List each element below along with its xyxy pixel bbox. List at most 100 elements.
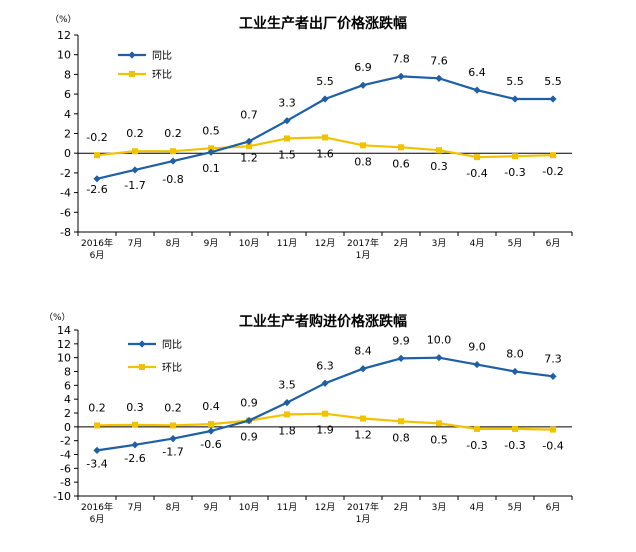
data-point (549, 95, 557, 103)
legend-label: 同比 (152, 50, 172, 62)
data-label: 0.3 (430, 160, 448, 173)
x-tick-label: 3月 (432, 238, 447, 249)
legend-marker (128, 51, 136, 59)
data-point (208, 145, 214, 152)
data-point (169, 157, 177, 165)
data-point (322, 134, 328, 141)
x-tick-label: 11月 (277, 238, 297, 249)
data-label: -0.2 (86, 131, 107, 144)
data-point (321, 95, 329, 103)
x-tick-label: 2017年 (347, 237, 379, 249)
x-tick-label: 6月 (90, 250, 105, 261)
x-tick-label: 7月 (128, 502, 143, 513)
y-tick-label: 2 (64, 128, 71, 141)
data-label: 9.9 (392, 334, 410, 347)
data-label: 1.2 (354, 429, 372, 442)
data-label: -2.6 (86, 183, 107, 196)
x-tick-label: 9月 (204, 238, 219, 249)
data-label: 10.0 (427, 334, 452, 347)
data-point (550, 152, 556, 159)
x-tick-label: 4月 (470, 502, 485, 513)
x-tick-label: 12月 (315, 238, 335, 249)
data-label: 0.1 (202, 162, 220, 175)
data-label: 7.3 (544, 352, 562, 365)
data-label: -0.4 (466, 167, 487, 180)
x-tick-label: 2016年 (81, 237, 113, 249)
x-tick-label: 7月 (128, 238, 143, 249)
data-point (131, 441, 139, 449)
data-label: 3.5 (278, 379, 296, 392)
ppi-output-chart: 工业生产者出厂价格涨跌幅 （%） 12 10 8 6 4 2 0 -2 -4 -6 -8 2016年 6… (50, 14, 573, 261)
y-tick-label: 0 (64, 421, 71, 434)
data-point (132, 148, 138, 155)
y-tick-label: -4 (60, 187, 71, 200)
data-point (436, 147, 442, 154)
data-point (284, 135, 290, 142)
y-tick-label: -2 (60, 167, 71, 180)
data-label: -0.4 (542, 440, 563, 453)
data-label: -0.6 (200, 438, 221, 451)
x-tick-label: 8月 (166, 502, 181, 513)
data-label: 0.4 (202, 400, 220, 413)
data-label: 1.6 (316, 147, 334, 160)
data-label: 1.2 (240, 151, 258, 164)
y-tick-label: 4 (64, 393, 71, 406)
data-point (246, 143, 252, 150)
x-tick-label: 2016年 (81, 501, 113, 513)
x-tick-label: 2017年 (347, 501, 379, 513)
data-point (549, 372, 557, 380)
data-label: 0.2 (164, 127, 182, 140)
data-point (132, 421, 138, 428)
data-point (170, 148, 176, 155)
data-label: 1.9 (316, 424, 334, 437)
ppi-output-chart-svg: 工业生产者出厂价格涨跌幅 （%） 121086420-2-4-6-82016年6… (50, 14, 573, 261)
x-tick-label: 6月 (546, 238, 561, 249)
data-label: 0.3 (126, 401, 144, 414)
data-point (512, 153, 518, 160)
y-tick-label: 10 (57, 352, 71, 365)
x-tick-label: 5月 (508, 238, 523, 249)
data-point (435, 354, 443, 362)
x-tick-label: 2月 (394, 502, 409, 513)
x-tick-label: 6月 (90, 514, 105, 525)
x-tick-label: 8月 (166, 238, 181, 249)
chart-title: 工业生产者出厂价格涨跌幅 (239, 15, 407, 32)
data-point (473, 86, 481, 94)
data-point (245, 137, 253, 145)
x-tick-label: 2月 (394, 238, 409, 249)
y-tick-label: 10 (57, 49, 71, 62)
data-label: 5.5 (544, 75, 562, 88)
x-tick-label: 11月 (277, 502, 297, 513)
data-point (94, 152, 100, 159)
y-tick-label: 8 (64, 366, 71, 379)
data-point (284, 411, 290, 418)
data-point (94, 422, 100, 429)
data-label: 0.8 (354, 155, 372, 168)
y-tick-label: -2 (60, 435, 71, 448)
y-tick-label: -6 (60, 206, 71, 219)
data-label: 0.9 (240, 431, 258, 444)
x-tick-label: 10月 (239, 238, 259, 249)
data-point (397, 72, 405, 80)
y-tick-label: 12 (57, 29, 71, 42)
data-point (245, 417, 253, 425)
data-label: 1.8 (278, 424, 296, 437)
data-point (322, 410, 328, 417)
data-point (398, 144, 404, 151)
data-point (170, 422, 176, 429)
data-label: -0.3 (466, 439, 487, 452)
data-label: -2.6 (124, 452, 145, 465)
data-label: 0.2 (164, 401, 182, 414)
data-label: 0.9 (240, 397, 258, 410)
data-label: 0.2 (126, 127, 144, 140)
data-point (398, 418, 404, 425)
y-tick-label: 14 (57, 324, 71, 337)
data-point (474, 154, 480, 161)
legend-label: 环比 (162, 362, 182, 374)
data-label: 6.3 (316, 359, 334, 372)
data-point (131, 166, 139, 174)
data-point (360, 142, 366, 149)
y-tick-label: 8 (64, 68, 71, 81)
data-point (207, 148, 215, 156)
